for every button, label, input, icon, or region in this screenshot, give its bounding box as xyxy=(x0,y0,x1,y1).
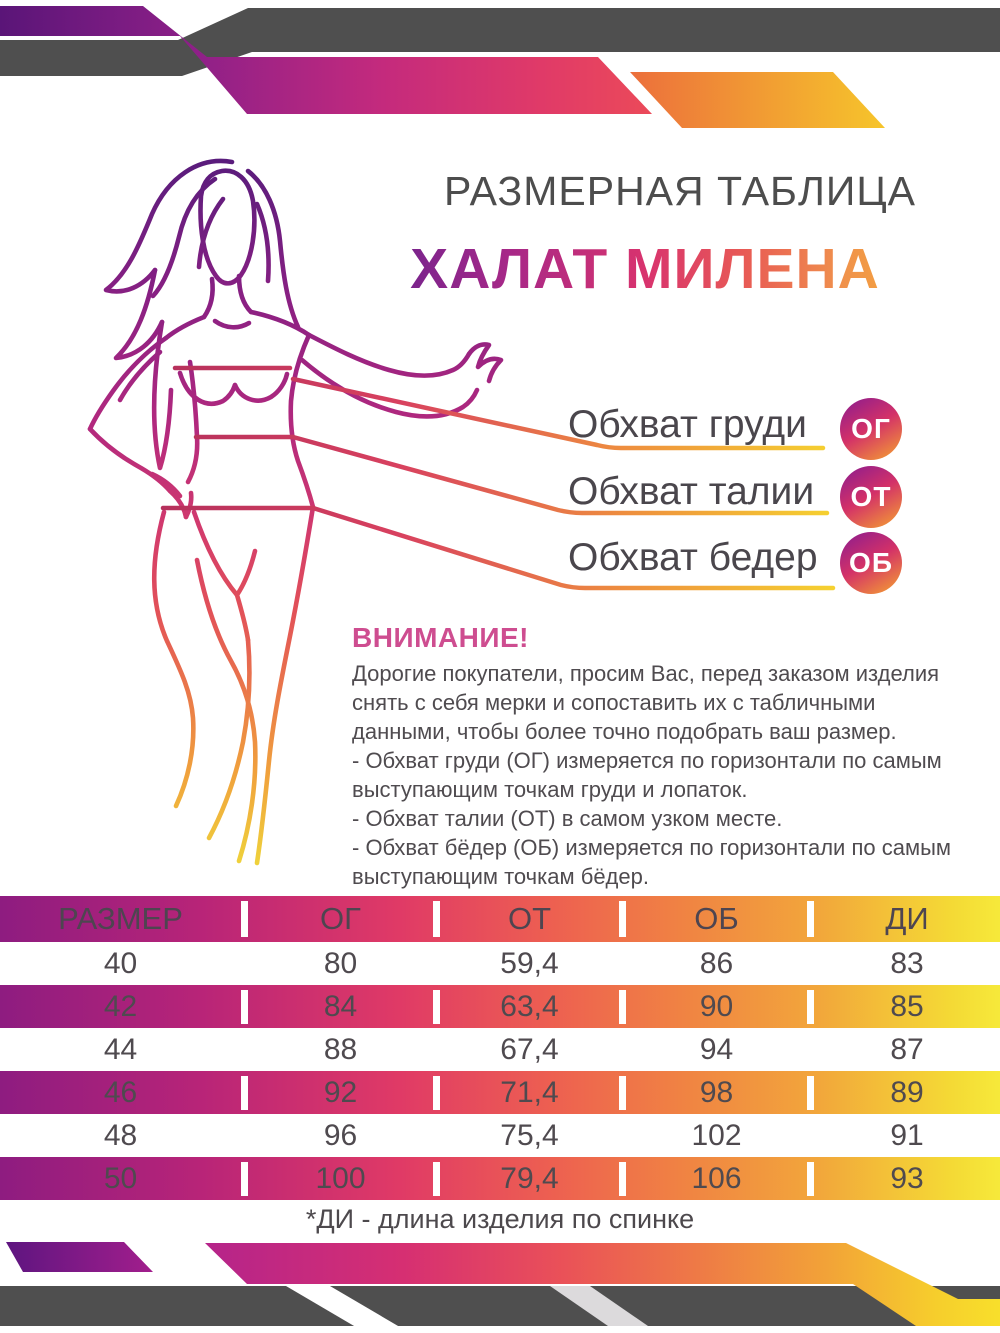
cell-ob: 86 xyxy=(626,946,814,981)
cell-ot: 59,4 xyxy=(440,946,626,981)
product-title: ХАЛАТ МИЛЕНА xyxy=(335,236,955,302)
cell-size: 50 xyxy=(0,1161,248,1196)
table-row: 46 92 71,4 98 89 xyxy=(0,1071,1000,1114)
cell-ot: 79,4 xyxy=(440,1161,626,1196)
header-cell-ot: ОТ xyxy=(440,901,626,937)
header-cell-di: ДИ xyxy=(885,901,929,936)
cell-di: 89 xyxy=(890,1075,924,1109)
cell-size: 40 xyxy=(0,946,248,981)
bust-measurement-label: Обхват груди xyxy=(568,403,807,446)
cell-og: 92 xyxy=(248,1075,440,1110)
waist-measurement-label: Обхват талии xyxy=(568,470,815,513)
attention-heading: ВНИМАНИЕ! xyxy=(352,622,529,653)
woman-figure-line-art xyxy=(87,158,504,866)
cell-og: 96 xyxy=(248,1118,440,1153)
cell-ob: 90 xyxy=(626,989,814,1024)
cell-di: 87 xyxy=(890,1032,924,1066)
table-row: 50 100 79,4 106 93 xyxy=(0,1157,1000,1200)
hips-measurement-label: Обхват бедер xyxy=(568,536,818,579)
table-row: 40 80 59,4 86 83 xyxy=(0,942,1000,985)
top-decoration-ribbons xyxy=(0,6,1000,128)
cell-og: 88 xyxy=(248,1032,440,1067)
cell-ot: 75,4 xyxy=(440,1118,626,1153)
table-header-row: РАЗМЕР ОГ ОТ ОБ ДИ xyxy=(0,896,1000,942)
attention-block: ВНИМАНИЕ! Дорогие покупатели, просим Вас… xyxy=(352,622,952,920)
cell-og: 80 xyxy=(248,946,440,981)
bottom-decoration-ribbons xyxy=(0,1242,1000,1333)
header-cell-size: РАЗМЕР xyxy=(0,901,248,937)
header-cell-og: ОГ xyxy=(248,901,440,937)
cell-ot: 63,4 xyxy=(440,989,626,1024)
size-table: РАЗМЕР ОГ ОТ ОБ ДИ 40 80 59,4 86 83 42 8… xyxy=(0,896,1000,1200)
table-row: 48 96 75,4 102 91 xyxy=(0,1114,1000,1157)
cell-ot: 71,4 xyxy=(440,1075,626,1110)
header-cell-ob: ОБ xyxy=(626,901,814,937)
cell-ob: 102 xyxy=(626,1118,814,1153)
cell-ob: 98 xyxy=(626,1075,814,1110)
cell-ob: 94 xyxy=(626,1032,814,1067)
di-footnote: *ДИ - длина изделия по спинке xyxy=(305,1204,695,1234)
cell-og: 100 xyxy=(248,1161,440,1196)
cell-di: 83 xyxy=(890,946,924,980)
cell-size: 46 xyxy=(0,1075,248,1110)
cell-size: 44 xyxy=(0,1032,248,1067)
cell-ot: 67,4 xyxy=(440,1032,626,1067)
attention-text: Дорогие покупатели, просим Вас, перед за… xyxy=(352,661,952,918)
cell-di: 91 xyxy=(890,1118,924,1152)
cell-size: 48 xyxy=(0,1118,248,1153)
waist-badge: ОТ xyxy=(840,466,902,528)
table-row: 44 88 67,4 94 87 xyxy=(0,1028,1000,1071)
cell-di: 85 xyxy=(890,989,924,1023)
table-row: 42 84 63,4 90 85 xyxy=(0,985,1000,1028)
cell-og: 84 xyxy=(248,989,440,1024)
hips-badge: ОБ xyxy=(840,532,902,594)
cell-size: 42 xyxy=(0,989,248,1024)
measurement-guide-lines xyxy=(160,365,836,591)
cell-di: 93 xyxy=(890,1161,924,1195)
cell-ob: 106 xyxy=(626,1161,814,1196)
bust-badge: ОГ xyxy=(840,398,902,460)
page-title: РАЗМЕРНАЯ ТАБЛИЦА xyxy=(443,168,917,214)
